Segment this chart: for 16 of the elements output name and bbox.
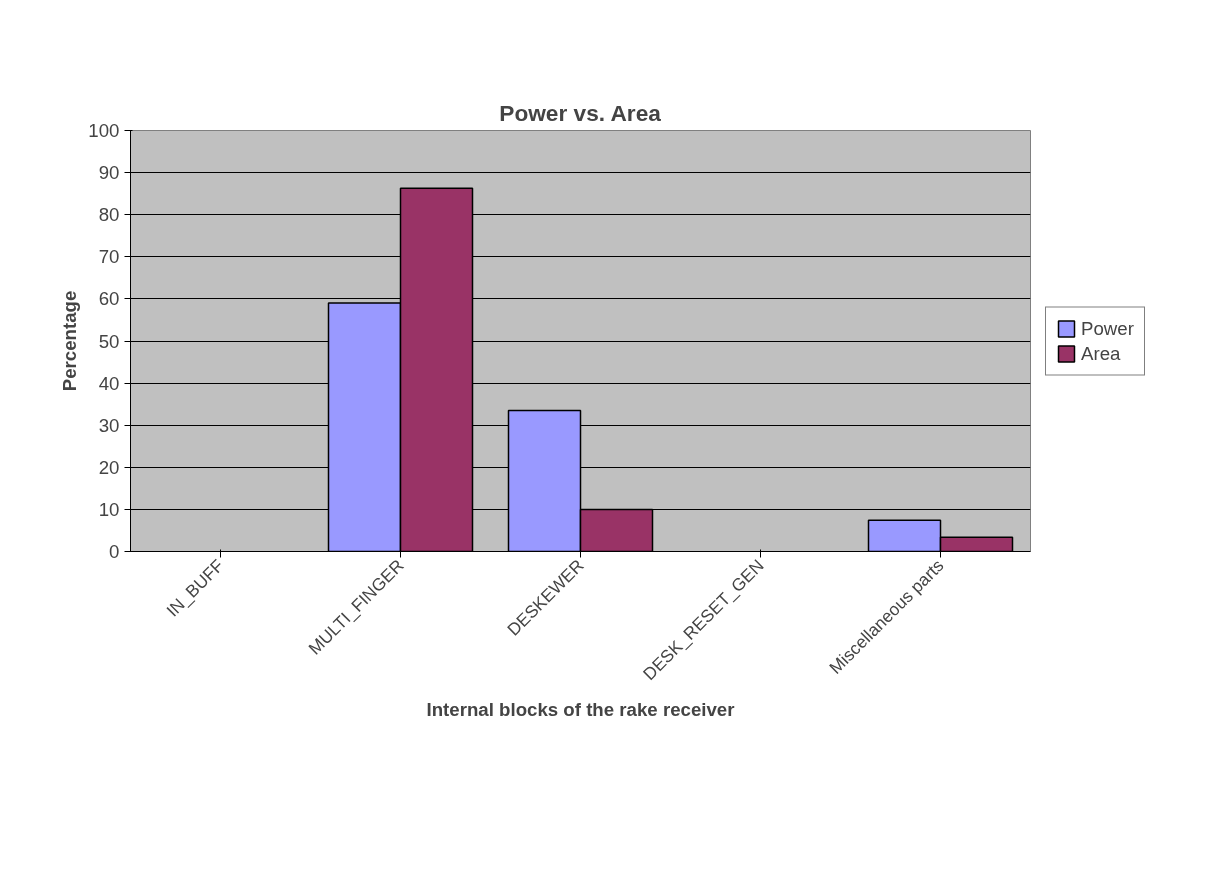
y-tick-label: 90 [98, 162, 120, 184]
y-tick-label: 100 [88, 120, 120, 141]
chart-title: Power vs. Area [499, 99, 662, 126]
y-axis-title: Percentage [59, 290, 81, 392]
y-tick-label: 20 [98, 456, 120, 478]
legend-label: Area [1081, 342, 1121, 364]
y-tick-label: 40 [98, 372, 120, 394]
y-tick-label: 50 [98, 330, 120, 352]
y-tick-label: 10 [98, 498, 120, 520]
legend-label: Power [1081, 317, 1134, 339]
y-tick-label: 0 [109, 541, 120, 562]
y-tick-label: 80 [98, 204, 120, 226]
y-tick-label: 70 [98, 246, 120, 268]
y-tick-label: 30 [98, 414, 120, 436]
y-tick-label: 60 [98, 288, 120, 310]
x-axis-title: Internal blocks of the rake receiver [426, 699, 735, 721]
